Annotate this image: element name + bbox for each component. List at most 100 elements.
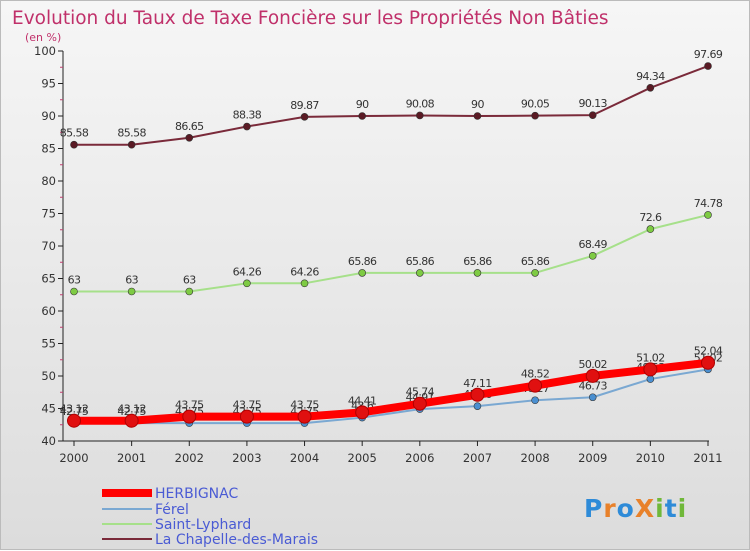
data-label: 44.41: [348, 394, 377, 407]
data-point: [643, 362, 658, 377]
data-label: 65.86: [348, 255, 377, 268]
series-la-chapelle-des-marais: 85.58 85.58 86.65 88.38 89.87 90 90.08 90 90.05 9…: [60, 48, 723, 149]
data-point: [531, 396, 539, 405]
data-label: 43.12: [60, 403, 89, 416]
series-line: [73, 65, 709, 146]
series-line: [73, 368, 709, 425]
data-label: 64.26: [233, 265, 262, 278]
y-tick-label: 60: [41, 304, 56, 318]
data-point: [531, 269, 539, 277]
data-point: [355, 405, 370, 420]
y-tick-label: 70: [41, 239, 56, 253]
x-tick-label: 2011: [693, 451, 722, 465]
data-label: 65.86: [521, 255, 550, 268]
data-point: [528, 378, 543, 393]
x-tick-label: 2004: [290, 451, 319, 465]
y-tick-label: 50: [41, 369, 56, 383]
data-label: 43.75: [175, 399, 204, 412]
data-point: [416, 269, 424, 277]
data-label: 68.49: [578, 238, 607, 251]
data-point: [646, 375, 655, 383]
data-point: [185, 287, 194, 296]
data-label: 65.86: [406, 255, 435, 268]
data-point: [531, 111, 539, 120]
series-line: [70, 358, 712, 425]
y-tick-label: 80: [41, 174, 56, 188]
data-label: 94.34: [636, 70, 665, 83]
data-label: 43.75: [290, 399, 319, 412]
data-point: [300, 113, 309, 121]
data-label: 74.78: [694, 197, 723, 210]
y-tick-label: 40: [41, 434, 56, 448]
legend-item: Saint-Lyphard: [102, 517, 251, 533]
data-point: [70, 140, 78, 149]
series-layer: 85.58 85.58 86.65 88.38 89.87 90 90.08 90 90.05 9…: [60, 48, 723, 428]
logo-text: ProXiti: [584, 494, 687, 523]
x-tick-label: 2001: [117, 451, 146, 465]
data-label: 90.05: [521, 98, 550, 111]
data-label: 88.38: [233, 109, 262, 122]
data-label: 42.75: [60, 405, 89, 418]
legend-label: Férel: [155, 502, 189, 518]
series-herbignac: 43.12 43.12 43.75 43.75 43.75 44.41 45.74 47.11…: [60, 345, 723, 428]
y-tick-label: 55: [41, 337, 56, 351]
data-point: [127, 140, 136, 149]
data-point: [588, 252, 597, 260]
data-point: [185, 133, 194, 142]
data-label: 43.75: [233, 399, 262, 412]
data-label: 46.73: [578, 379, 607, 392]
data-label: 90.08: [406, 97, 435, 110]
data-label: 42.75: [117, 405, 146, 418]
y-tick-label: 85: [41, 142, 56, 156]
x-tick-label: 2007: [463, 451, 492, 465]
data-label: 45.74: [406, 386, 435, 399]
logo-letter: r: [603, 494, 616, 523]
series-line: [73, 213, 709, 293]
logo-letter: X: [635, 494, 655, 523]
data-label: 65.86: [463, 255, 492, 268]
legend-item: La Chapelle-des-Marais: [102, 532, 318, 548]
data-label: 90.13: [578, 97, 607, 110]
x-tick-label: 2000: [59, 451, 88, 465]
data-point: [358, 112, 366, 120]
axes: 40 45 50 55 60 65 70 75 80 85 90 95 100 2000 2001 2002 2…: [34, 44, 723, 465]
data-point: [588, 111, 597, 119]
data-point: [243, 122, 251, 131]
data-label: 97.69: [694, 48, 723, 61]
data-point: [470, 387, 485, 402]
x-tick-label: 2003: [232, 451, 261, 465]
data-label: 85.58: [117, 127, 146, 140]
logo-letter: t: [665, 494, 678, 523]
data-point: [704, 211, 712, 219]
legend-item: HERBIGNAC: [102, 486, 238, 502]
data-point: [124, 413, 139, 428]
data-point: [67, 413, 81, 428]
logo-letter: P: [584, 494, 603, 523]
data-label: 86.65: [175, 120, 204, 133]
data-point: [646, 225, 655, 233]
data-point: [646, 83, 655, 92]
data-point: [243, 279, 251, 288]
data-point: [358, 269, 366, 277]
legend-label: Saint-Lyphard: [155, 517, 251, 533]
data-label: 85.58: [60, 127, 89, 140]
data-label: 50.02: [578, 358, 607, 371]
legend-label: HERBIGNAC: [155, 486, 238, 502]
data-label: 72.6: [639, 211, 662, 224]
x-tick-label: 2009: [578, 451, 607, 465]
y-tick-label: 100: [34, 44, 56, 58]
data-point: [127, 287, 136, 296]
data-label: 64.26: [290, 265, 319, 278]
x-tick-label: 2010: [636, 451, 665, 465]
logo-letter: i: [678, 494, 688, 523]
data-point: [473, 112, 482, 120]
proxiti-logo: ProXiti: [584, 494, 687, 523]
data-point: [300, 279, 309, 288]
data-point: [585, 368, 600, 383]
legend-item: Férel: [102, 502, 189, 518]
data-label: 43.12: [117, 403, 146, 416]
data-point: [412, 396, 427, 411]
